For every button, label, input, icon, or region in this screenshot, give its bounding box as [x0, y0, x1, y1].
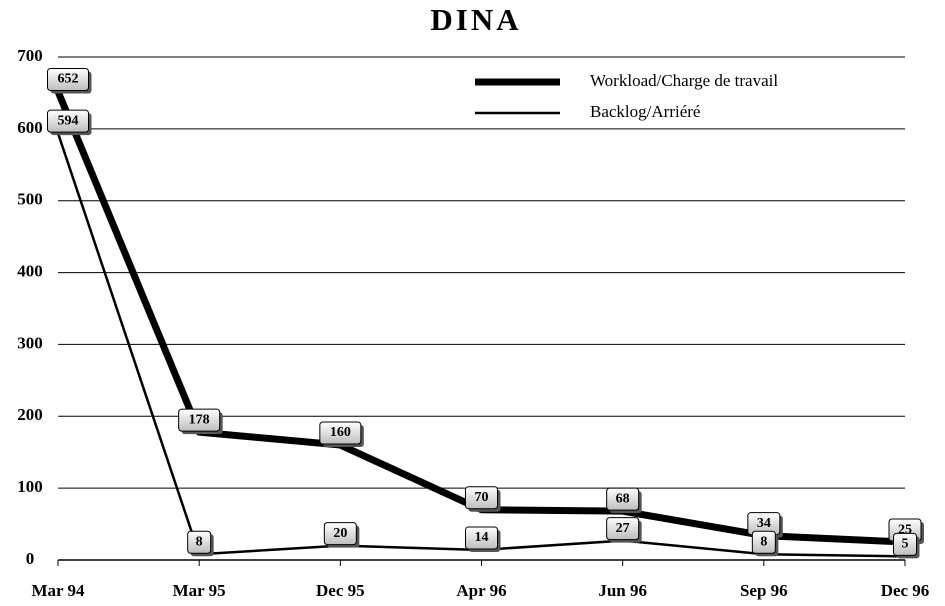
legend-label: Workload/Charge de travail	[590, 71, 778, 90]
data-label: 160	[330, 425, 351, 440]
data-label: 652	[58, 72, 79, 87]
data-label: 27	[616, 521, 630, 536]
label-box	[893, 532, 917, 556]
label-box	[606, 517, 640, 541]
y-tick-label: 700	[17, 46, 43, 65]
label-box	[751, 530, 776, 554]
label-box	[187, 530, 212, 554]
x-tick-label: Jun 96	[598, 581, 647, 600]
data-label: 70	[475, 490, 489, 505]
x-tick-label: Mar 94	[31, 581, 85, 600]
y-tick-label: 100	[17, 477, 43, 496]
legend-label: Backlog/Arriéré	[590, 102, 700, 121]
label-box	[465, 526, 498, 550]
label-box	[465, 486, 498, 510]
y-tick-label: 0	[26, 549, 35, 568]
series-line	[54, 90, 906, 546]
y-tick-label: 200	[17, 405, 43, 424]
label-box	[606, 487, 640, 511]
y-tick-label: 400	[17, 261, 43, 280]
data-label: 8	[196, 534, 203, 549]
label-box	[47, 67, 89, 91]
x-tick-label: Dec 96	[881, 581, 930, 600]
data-label: 178	[189, 412, 210, 427]
data-label: 34	[757, 516, 771, 531]
label-box	[47, 109, 89, 133]
y-tick-label: 300	[17, 333, 43, 352]
x-tick-label: Mar 95	[173, 581, 226, 600]
data-label: 68	[616, 491, 630, 506]
data-label: 594	[58, 113, 79, 128]
y-tick-label: 600	[17, 118, 43, 137]
data-label: 14	[475, 530, 489, 545]
x-tick-label: Dec 95	[316, 581, 365, 600]
x-tick-label: Sep 96	[740, 581, 788, 600]
label-box	[319, 421, 362, 445]
y-tick-label: 500	[17, 190, 43, 209]
data-label: 20	[333, 526, 347, 541]
data-label: 5	[902, 537, 909, 552]
x-tick-label: Apr 96	[456, 581, 506, 600]
chart-title: DINA	[430, 2, 521, 37]
label-box	[323, 522, 357, 546]
data-label: 8	[760, 534, 767, 549]
label-box	[178, 408, 221, 432]
